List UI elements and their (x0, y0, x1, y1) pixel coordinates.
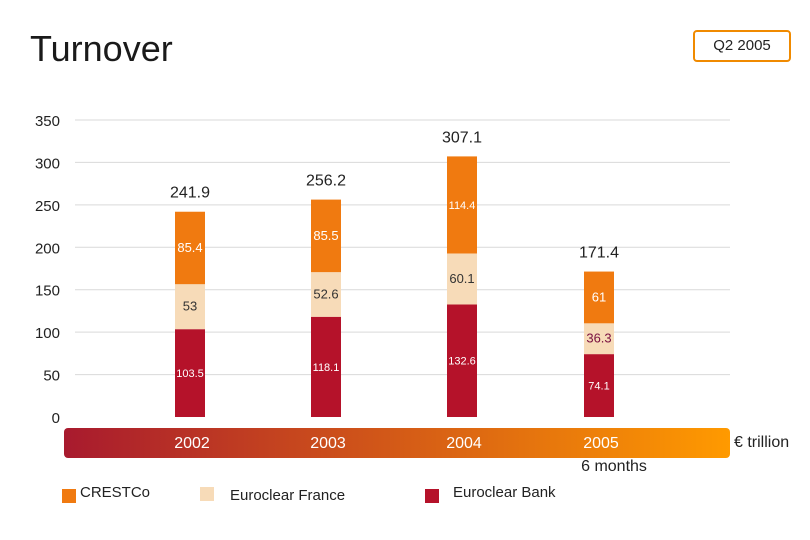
category-axis-band (64, 428, 730, 458)
data-label: 118.1 (313, 362, 340, 374)
data-label: 53 (183, 299, 197, 314)
legend-label-crestco: CRESTCo (80, 484, 151, 501)
x-tick-label: 2003 (310, 435, 346, 452)
bar-segment-euroclear-bank (584, 354, 614, 417)
bar-segment-euroclear-france (175, 284, 205, 330)
legend-swatch-crestco (62, 489, 76, 503)
legend-label-euroclear-bank: Euroclear Bank (453, 484, 556, 501)
y-tick-label: 0 (52, 410, 60, 427)
data-label: 36.3 (586, 331, 611, 346)
y-tick-label: 350 (35, 113, 60, 130)
period-badge: Q2 2005 (693, 30, 791, 62)
x-tick-sublabel: 6 months (581, 458, 647, 475)
bar-segment-euroclear-france (447, 253, 477, 305)
data-label: 61 (592, 289, 606, 304)
bar-segment-crestco (175, 211, 205, 285)
data-label: 114.4 (449, 200, 476, 212)
x-tick-label: 2002 (174, 435, 210, 452)
data-label: 52.6 (313, 286, 338, 301)
data-label: 74.1 (588, 381, 609, 393)
bar-segment-euroclear-france (584, 323, 614, 355)
bar-segment-euroclear-bank (175, 329, 205, 417)
data-label: 85.4 (177, 240, 202, 255)
data-label: 132.6 (448, 356, 476, 368)
y-tick-label: 250 (35, 198, 60, 215)
bar-segment-euroclear-bank (311, 316, 341, 417)
bar-segment-crestco (311, 199, 341, 273)
bar-segment-crestco (447, 156, 477, 254)
total-label: 256.2 (306, 173, 346, 190)
x-tick-label: 2004 (446, 435, 482, 452)
data-label: 85.5 (313, 228, 338, 243)
legend-swatch-euroclear-france (200, 487, 214, 501)
total-label: 241.9 (170, 185, 210, 202)
x-tick-label: 2005 (583, 435, 619, 452)
data-label: 103.5 (176, 368, 204, 380)
total-label: 171.4 (579, 245, 619, 262)
y-tick-label: 150 (35, 283, 60, 300)
legend-label-euroclear-france: Euroclear France (230, 487, 346, 504)
y-tick-label: 50 (43, 368, 60, 385)
y-tick-label: 100 (35, 325, 60, 342)
bar-segment-euroclear-france (311, 272, 341, 317)
data-label: 60.1 (449, 271, 474, 286)
bar-segment-crestco (584, 271, 614, 324)
unit-label: € trillion (734, 434, 790, 451)
chart-title: Turnover (30, 28, 173, 69)
y-tick-label: 200 (35, 240, 60, 257)
legend-swatch-euroclear-bank (425, 489, 439, 503)
y-tick-label: 300 (35, 155, 60, 172)
total-label: 307.1 (442, 129, 482, 146)
bar-segment-euroclear-bank (447, 304, 477, 417)
